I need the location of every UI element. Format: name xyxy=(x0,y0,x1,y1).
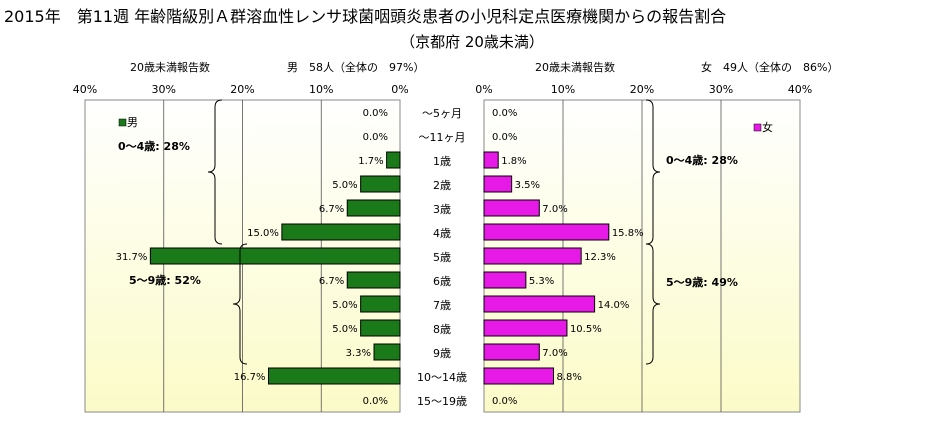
female-data-label: 12.3% xyxy=(584,252,616,263)
female-bar xyxy=(483,295,596,313)
male-bar xyxy=(149,247,401,265)
female-bar xyxy=(483,175,513,193)
female-data-label: 3.5% xyxy=(515,180,540,191)
group-brace xyxy=(232,243,248,365)
male-bar xyxy=(346,199,401,217)
female-header: 女 49人（全体の 86%） xyxy=(701,60,838,74)
age-category-label: 2歳 xyxy=(433,179,451,192)
male-tick-label: 40% xyxy=(73,83,97,96)
female-bar xyxy=(483,343,540,361)
age-category-label: 3歳 xyxy=(433,203,451,216)
group-brace xyxy=(645,243,661,365)
female-tick-label: 40% xyxy=(788,83,812,96)
female-data-label: 8.8% xyxy=(557,372,582,383)
female-legend-label: 女 xyxy=(762,120,773,134)
female-bar xyxy=(483,271,527,289)
age-category-label: 6歳 xyxy=(433,275,451,288)
male-data-label: 31.7% xyxy=(116,252,148,263)
male-data-label: 0.0% xyxy=(363,396,388,407)
age-category-label: 7歳 xyxy=(433,299,451,312)
female-data-label: 15.8% xyxy=(612,228,644,239)
male-bar xyxy=(346,271,401,289)
age-category-label: 15～19歳 xyxy=(417,395,467,408)
male-data-label: 0.0% xyxy=(363,108,388,119)
male-tick-label: 0% xyxy=(391,83,408,96)
male-data-label: 15.0% xyxy=(247,228,279,239)
male-bar xyxy=(360,175,401,193)
male-bar xyxy=(360,295,401,313)
male-axis-title: 20歳未満報告数 xyxy=(130,61,210,74)
age-category-label: 8歳 xyxy=(433,323,451,336)
female-axis-title: 20歳未満報告数 xyxy=(535,61,615,74)
female-tick-label: 30% xyxy=(709,83,733,96)
female-group-label-5-9: 5～9歳: 49% xyxy=(666,275,738,289)
group-brace xyxy=(645,99,661,245)
male-bar xyxy=(281,223,401,241)
chart-title: 2015年 第11週 年齢階級別Ａ群溶血性レンサ球菌咽頭炎患者の小児科定点医療機… xyxy=(4,7,727,26)
male-header: 男 58人（全体の 97%） xyxy=(287,60,424,74)
male-tick-label: 30% xyxy=(152,83,176,96)
female-data-label: 0.0% xyxy=(492,396,517,407)
male-bar xyxy=(373,343,401,361)
male-legend-swatch xyxy=(118,118,127,127)
male-legend-label: 男 xyxy=(127,116,138,129)
male-data-label: 6.7% xyxy=(319,276,344,287)
female-data-label: 7.0% xyxy=(542,204,567,215)
male-bar xyxy=(267,367,401,385)
female-data-label: 0.0% xyxy=(492,108,517,119)
male-data-label: 6.7% xyxy=(319,204,344,215)
female-bar xyxy=(483,319,568,337)
female-data-label: 14.0% xyxy=(598,300,630,311)
male-data-label: 5.0% xyxy=(332,324,357,335)
female-bar xyxy=(483,151,499,169)
male-data-label: 16.7% xyxy=(234,372,266,383)
male-group-label-5-9: 5～9歳: 52% xyxy=(129,273,201,287)
female-tick-label: 0% xyxy=(475,83,492,96)
female-legend-swatch xyxy=(753,123,762,132)
age-category-label: ～5ヶ月 xyxy=(422,107,462,120)
female-bar xyxy=(483,367,555,385)
age-category-label: 10～14歳 xyxy=(417,371,467,384)
female-data-label: 0.0% xyxy=(492,132,517,143)
male-bar xyxy=(386,151,401,169)
female-data-label: 10.5% xyxy=(570,324,602,335)
age-category-label: 1歳 xyxy=(433,155,451,168)
female-bar xyxy=(483,247,582,265)
age-category-label: ～11ヶ月 xyxy=(419,131,466,144)
female-bar xyxy=(483,223,610,241)
male-data-label: 1.7% xyxy=(358,156,383,167)
age-category-label: 9歳 xyxy=(433,347,451,360)
female-data-label: 7.0% xyxy=(542,348,567,359)
male-bar xyxy=(360,319,401,337)
male-data-label: 5.0% xyxy=(332,300,357,311)
female-tick-label: 10% xyxy=(551,83,575,96)
female-data-label: 5.3% xyxy=(529,276,554,287)
chart-subtitle: （京都府 20歳未満） xyxy=(400,33,544,51)
male-data-label: 0.0% xyxy=(363,132,388,143)
female-data-label: 1.8% xyxy=(501,156,526,167)
female-bar xyxy=(483,199,540,217)
female-group-label-0-4: 0～4歳: 28% xyxy=(666,153,738,167)
female-tick-label: 20% xyxy=(630,83,654,96)
male-tick-label: 10% xyxy=(309,83,333,96)
age-category-label: 5歳 xyxy=(433,251,451,264)
male-data-label: 3.3% xyxy=(346,348,371,359)
male-group-label-0-4: 0～4歳: 28% xyxy=(118,139,190,153)
group-brace xyxy=(207,99,223,245)
age-category-label: 4歳 xyxy=(433,227,451,240)
male-data-label: 5.0% xyxy=(332,180,357,191)
male-tick-label: 20% xyxy=(230,83,254,96)
